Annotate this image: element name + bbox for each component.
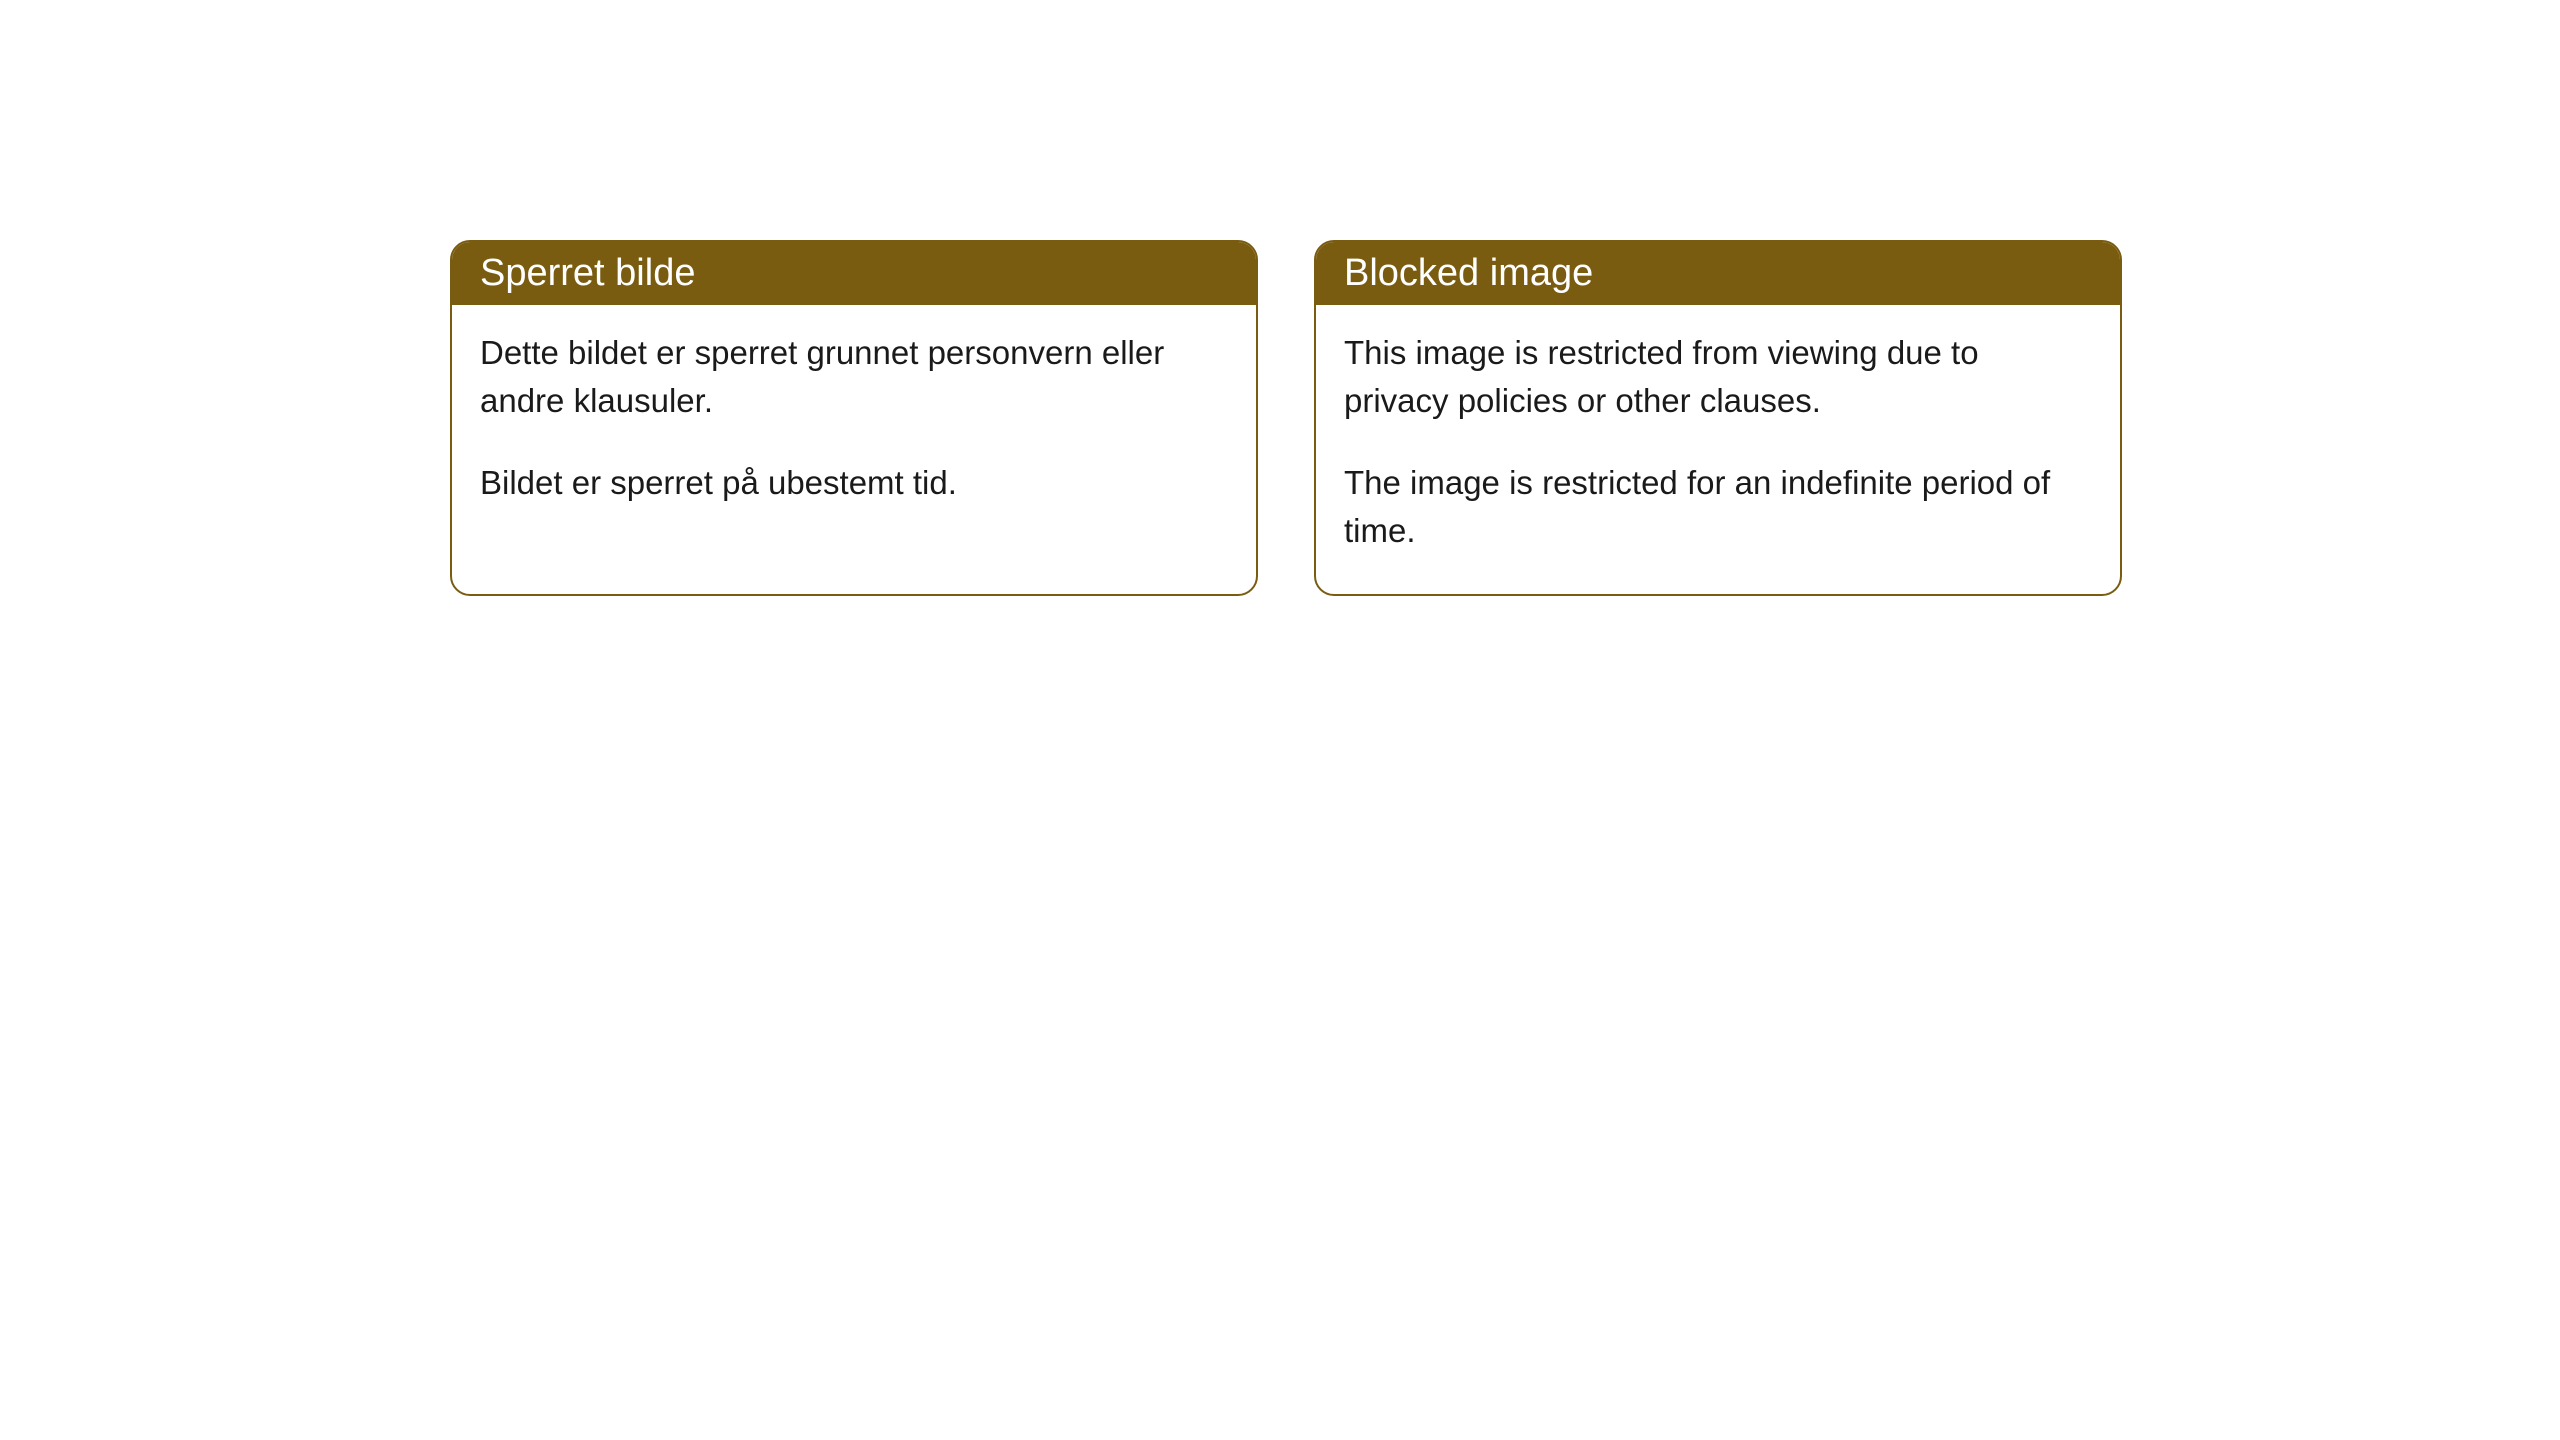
card-paragraph: This image is restricted from viewing du…	[1344, 329, 2092, 425]
notice-card-norwegian: Sperret bilde Dette bildet er sperret gr…	[450, 240, 1258, 596]
card-header: Blocked image	[1316, 242, 2120, 305]
notice-container: Sperret bilde Dette bildet er sperret gr…	[0, 0, 2560, 596]
card-paragraph: Bildet er sperret på ubestemt tid.	[480, 459, 1228, 507]
card-paragraph: Dette bildet er sperret grunnet personve…	[480, 329, 1228, 425]
card-header: Sperret bilde	[452, 242, 1256, 305]
card-paragraph: The image is restricted for an indefinit…	[1344, 459, 2092, 555]
card-body: Dette bildet er sperret grunnet personve…	[452, 305, 1256, 547]
card-body: This image is restricted from viewing du…	[1316, 305, 2120, 594]
notice-card-english: Blocked image This image is restricted f…	[1314, 240, 2122, 596]
